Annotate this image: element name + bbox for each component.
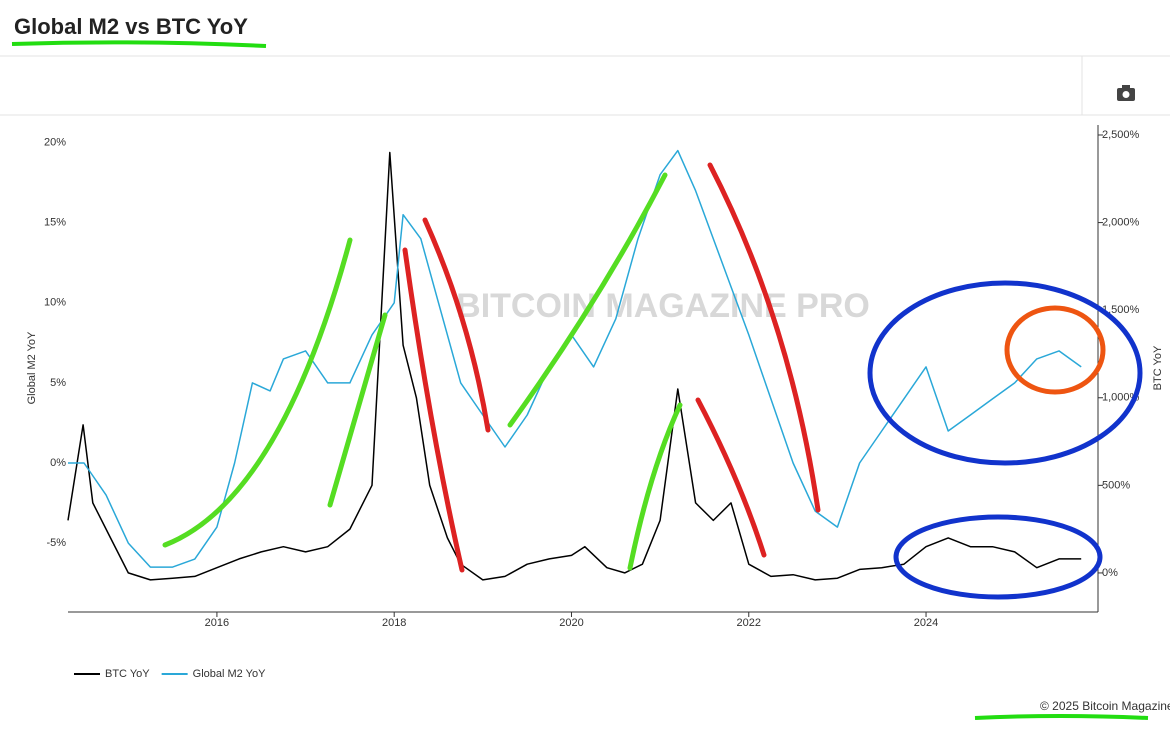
annotation-underline [11,40,267,48]
y2-tick-label: 2,000% [1102,216,1140,228]
watermark: BITCOIN MAGAZINE PRO [456,287,870,325]
annotation-underline [974,714,1149,720]
y2-tick-label: 2,500% [1102,129,1140,141]
copyright: © 2025 Bitcoin Magazine Pro. [1040,699,1170,713]
legend-label: BTC YoY [105,668,150,680]
series-line [68,149,1082,568]
series-line [67,151,1082,581]
y-tick-label: 10% [44,297,66,309]
x-tick-label: 2022 [737,617,761,629]
x-tick-label: 2018 [382,617,406,629]
y2-axis-label: BTC YoY [1152,345,1164,390]
y2-tick-label: 0% [1102,567,1118,579]
legend-label: Global M2 YoY [193,668,266,680]
y-tick-label: 15% [44,217,66,229]
y2-tick-label: 1,000% [1102,392,1140,404]
annotations [162,162,1143,600]
camera-button[interactable] [1117,85,1135,101]
y2-tick-label: 500% [1102,479,1130,491]
plot: -5% 0% 5% 10% 15% 20% 0% 500% 1,000% 1,500% 2,000%… [26,125,1164,680]
x-tick-label: 2024 [914,617,938,629]
x-tick-label: 2016 [205,617,229,629]
chart-title: Global M2 vs BTC YoY [14,14,248,39]
y-tick-label: 5% [50,377,66,389]
y-axis-label: Global M2 YoY [26,331,38,404]
y-tick-label: 0% [50,457,66,469]
y2-tick-label: 1,500% [1102,304,1140,316]
y-tick-label: -5% [46,537,66,549]
y-tick-label: 20% [44,137,66,149]
x-tick-label: 2020 [559,617,583,629]
